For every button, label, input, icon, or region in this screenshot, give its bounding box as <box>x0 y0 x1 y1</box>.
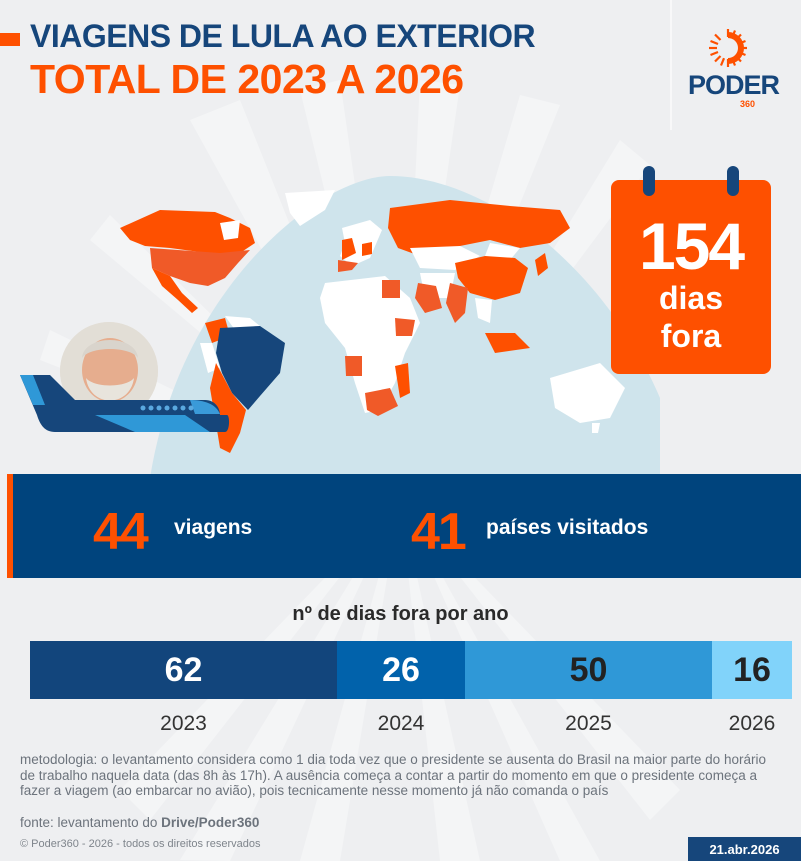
year-label-2023: 2023 <box>160 712 207 735</box>
countries-count: 41 <box>411 503 467 561</box>
year-label-2025: 2025 <box>565 712 612 735</box>
source-note: fonte: levantamento do Drive/Poder360 <box>20 815 259 830</box>
year-labels: 2023 2024 2025 2026 <box>30 712 792 736</box>
total-days-value: 154 <box>638 209 745 283</box>
logo-suffix: 360 <box>740 99 756 109</box>
title-marker <box>0 33 20 46</box>
bar-segment-2023: 62 <box>30 641 337 699</box>
calendar-ring-icon <box>643 166 655 196</box>
total-days-label-2: fora <box>660 318 722 354</box>
bar-segment-2024: 26 <box>337 641 465 699</box>
days-away-calendar: 154 dias fora <box>611 166 771 374</box>
countries-label: países visitados <box>486 516 649 539</box>
sunburst-icon <box>709 29 747 67</box>
days-per-year-bar: 62 26 50 16 <box>30 641 792 699</box>
stats-band: 44 viagens 41 países visitados <box>7 474 801 578</box>
page-subtitle: TOTAL DE 2023 A 2026 <box>30 56 464 102</box>
logo-divider <box>670 0 672 130</box>
airplane-icon <box>20 375 230 432</box>
source-prefix: fonte: levantamento do <box>20 815 162 830</box>
world-map <box>120 176 660 478</box>
page-title: VIAGENS DE LULA AO EXTERIOR <box>30 18 536 54</box>
bar-segment-2025: 50 <box>465 641 712 699</box>
chart-title: nº de dias fora por ano <box>292 603 509 625</box>
trips-label: viagens <box>174 516 253 539</box>
trips-count: 44 <box>93 503 149 561</box>
copyright: © Poder360 - 2026 - todos os direitos re… <box>20 838 261 850</box>
bar-segment-2026: 16 <box>712 641 792 699</box>
total-days-label-1: dias <box>658 280 724 316</box>
stats-accent <box>7 474 13 578</box>
source-name: Drive/Poder360 <box>161 815 260 830</box>
methodology-note: metodologia: o levantamento considera co… <box>20 752 766 798</box>
year-label-2026: 2026 <box>728 712 776 735</box>
logo-wordmark: PODER <box>688 70 780 100</box>
calendar-ring-icon <box>727 166 739 196</box>
year-label-2024: 2024 <box>377 712 425 735</box>
date-badge: 21.abr.2026 <box>688 837 801 861</box>
